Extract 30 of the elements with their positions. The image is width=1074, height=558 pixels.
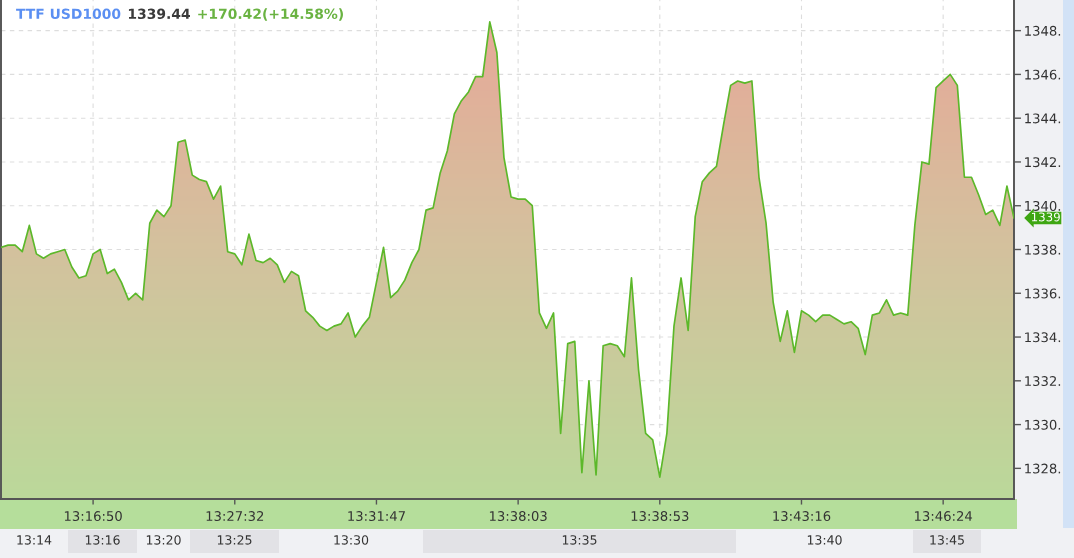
text: 13:35: [562, 535, 597, 545]
text: 13:20: [146, 535, 181, 545]
text: 13:16: [85, 535, 120, 545]
y-tick-label: 1340.: [1025, 200, 1061, 211]
y-tick-label: 1332.: [1025, 376, 1061, 387]
x-tick-label: 13:38:03: [489, 511, 547, 522]
x-tick-label: 13:31:47: [348, 511, 405, 522]
x-tick-label: 13:16:50: [64, 511, 122, 522]
x-tick-label: 13:46:24: [914, 511, 973, 522]
text: 1339: [1031, 212, 1060, 222]
y-tick-label: 1342.: [1025, 157, 1061, 168]
text: 13:40: [807, 535, 842, 545]
y-tick-label: 1346.: [1025, 69, 1061, 80]
y-tick-label: 1334.: [1025, 332, 1061, 343]
y-tick-label: 1336.: [1025, 288, 1061, 299]
y-tick-label: 1330.: [1025, 419, 1061, 430]
text: 13:25: [217, 535, 252, 545]
y-tick-label: 1328.: [1025, 463, 1061, 474]
x-tick-label: 13:43:16: [773, 511, 831, 522]
text: 13:30: [334, 535, 369, 545]
y-tick-label: 1344.: [1025, 113, 1061, 124]
text: 13:45: [930, 535, 964, 545]
y-tick-label: 1338.: [1025, 244, 1061, 255]
x-tick-label: 13:38:53: [631, 511, 689, 522]
y-tick-label: 1348.: [1025, 25, 1061, 36]
annotation: +170.42(+14.58%): [198, 8, 343, 21]
annotation: 1339.44: [128, 8, 190, 20]
text: 13:14: [17, 535, 52, 545]
chart-title: TTF USD1000: [16, 8, 121, 20]
x-tick-label: 13:27:32: [206, 511, 264, 522]
